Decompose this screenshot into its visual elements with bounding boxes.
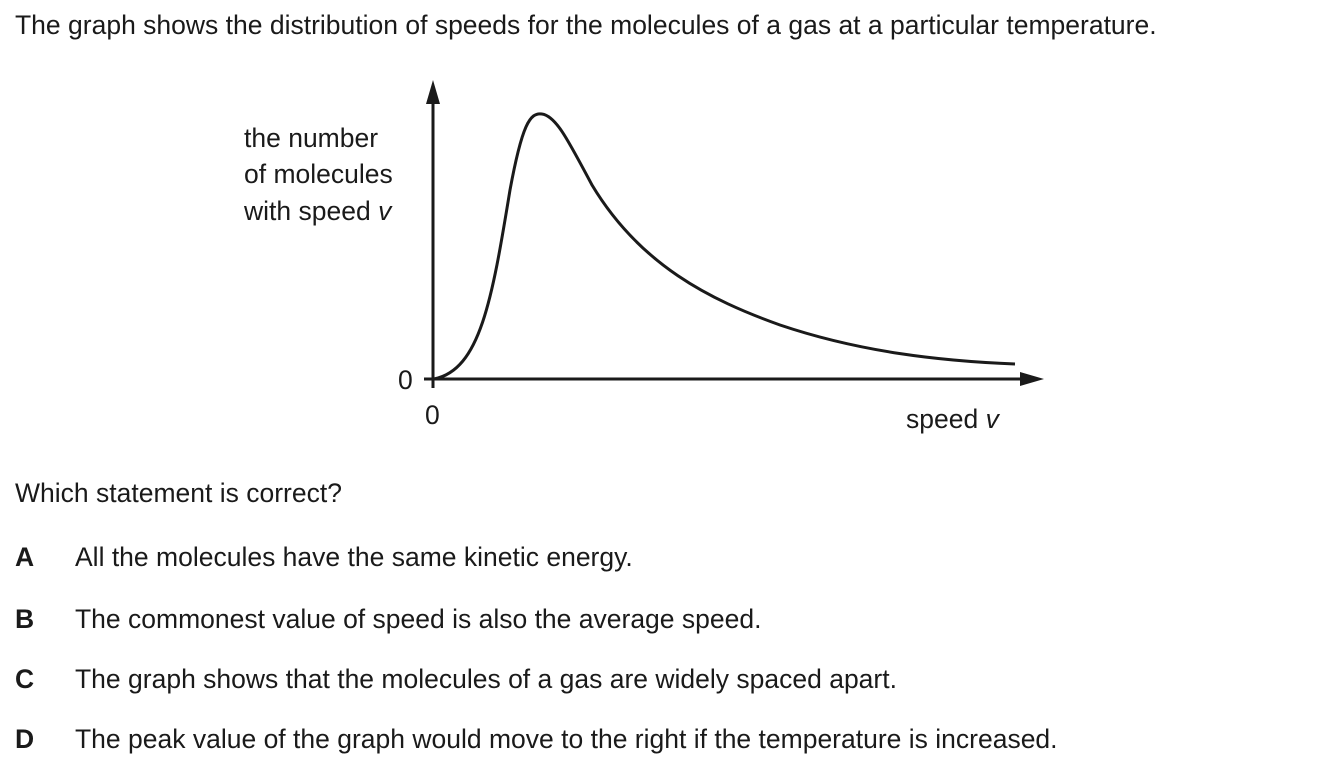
option-text: The commonest value of speed is also the…	[75, 604, 762, 634]
option-letter: D	[15, 724, 35, 754]
question-text: Which statement is correct?	[15, 478, 342, 508]
y-axis-arrowhead	[426, 80, 440, 104]
option-letter: A	[15, 542, 35, 572]
x-axis-label: speed v	[906, 404, 1001, 434]
x-origin-label: 0	[425, 400, 440, 430]
option-text: The graph shows that the molecules of a …	[75, 664, 897, 694]
distribution-curve	[433, 112, 1016, 381]
y-origin-label: 0	[398, 365, 413, 395]
option-letter: B	[15, 604, 35, 634]
option-text: The peak value of the graph would move t…	[75, 724, 1058, 754]
option-letter: C	[15, 664, 35, 694]
speed-distribution-graph: the number of molecules with speed v 0 0…	[243, 80, 1044, 434]
y-axis-label-line-2: of molecules	[244, 159, 393, 189]
option-text: All the molecules have the same kinetic …	[75, 542, 633, 572]
y-axis-label-line-3: with speed v	[243, 196, 393, 226]
y-axis-label-line-1: the number	[244, 123, 378, 153]
intro-text: The graph shows the distribution of spee…	[15, 10, 1157, 40]
x-axis-arrowhead	[1020, 372, 1044, 386]
